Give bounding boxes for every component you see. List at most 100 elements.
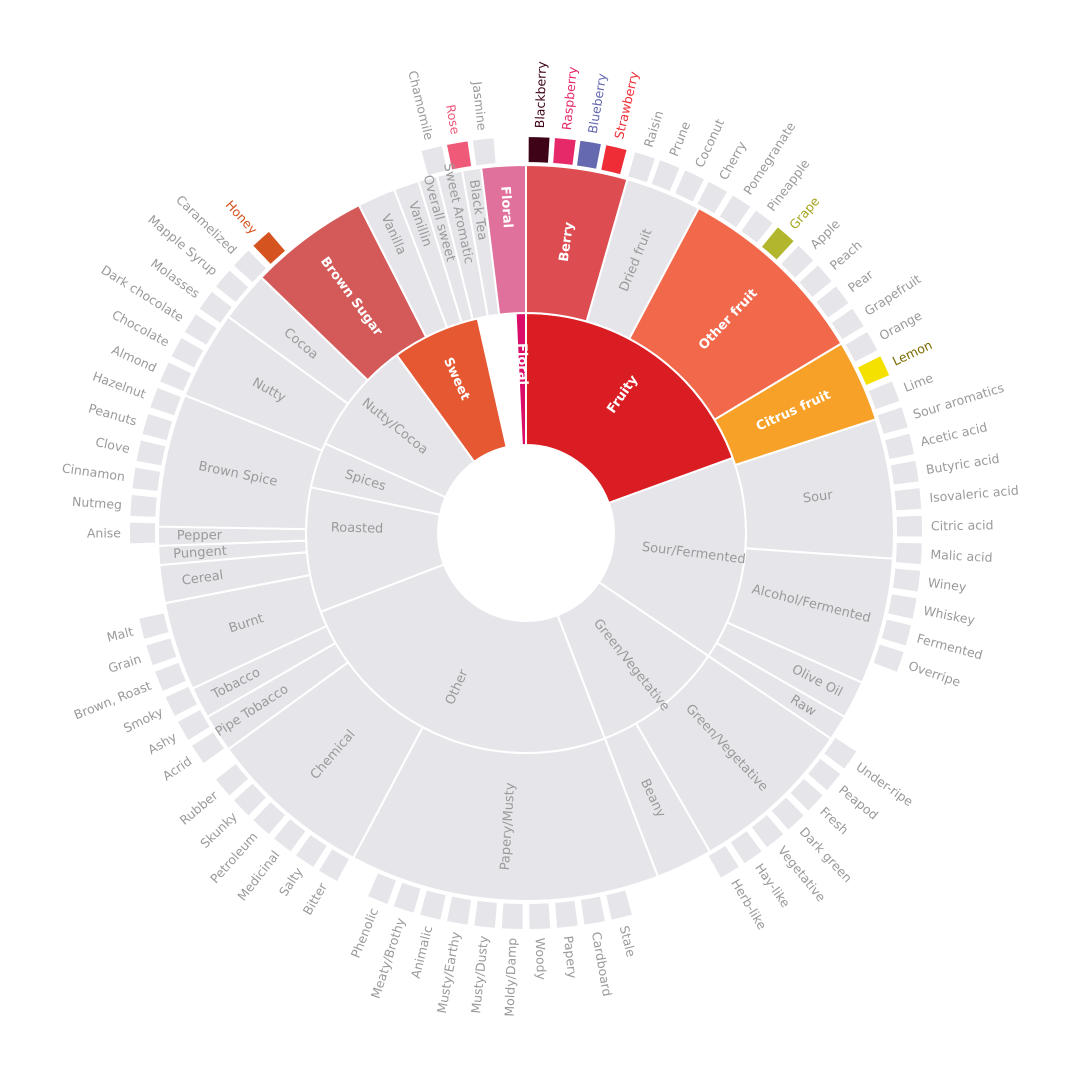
- raisin-tile[interactable]: [625, 149, 658, 185]
- blackberry-flavor-label: Blackberry: [532, 61, 549, 129]
- ashy-tile[interactable]: [175, 707, 213, 743]
- fermented-flavor-label: Fermented: [915, 631, 984, 663]
- mapple-syrup-tile[interactable]: [213, 267, 251, 305]
- grain-flavor-label: Grain: [106, 651, 143, 676]
- animalic-flavor-label: Animalic: [408, 924, 436, 980]
- meaty-brothy-tile[interactable]: [391, 880, 424, 916]
- pear-tile[interactable]: [813, 283, 852, 321]
- citric-acid-tile[interactable]: [894, 513, 924, 539]
- rubber-tile[interactable]: [213, 761, 251, 799]
- acetic-acid-flavor-label: Acetic acid: [919, 419, 989, 449]
- peach-tile[interactable]: [796, 262, 835, 300]
- acetic-acid-tile[interactable]: [882, 431, 917, 462]
- prune-tile[interactable]: [649, 157, 683, 194]
- papery-tile[interactable]: [552, 898, 580, 930]
- apple-flavor-label: Apple: [807, 216, 843, 252]
- pomegranate-tile[interactable]: [717, 192, 754, 231]
- acrid-tile[interactable]: [189, 729, 227, 766]
- phenolic-tile[interactable]: [365, 870, 399, 907]
- acrid-flavor-label: Acrid: [160, 753, 195, 783]
- sour-aromatics-tile[interactable]: [875, 404, 911, 437]
- clove-tile[interactable]: [134, 438, 168, 468]
- dark-green-tile[interactable]: [769, 794, 807, 833]
- stale-flavor-label: Stale: [617, 924, 639, 959]
- fermented-tile[interactable]: [879, 617, 914, 648]
- malic-acid-tile[interactable]: [893, 540, 924, 567]
- brown-roast-tile[interactable]: [152, 660, 189, 694]
- rose-flavor-label: Rose: [443, 103, 463, 135]
- blueberry-flavor-label: Blueberry: [585, 72, 610, 135]
- coconut-tile[interactable]: [672, 167, 707, 205]
- smoky-tile[interactable]: [162, 684, 200, 719]
- blueberry-tile[interactable]: [574, 138, 604, 172]
- peapod-tile[interactable]: [805, 756, 843, 794]
- floral-subsegment[interactable]: [480, 163, 527, 316]
- rose-tile[interactable]: [444, 139, 474, 172]
- citric-acid-flavor-label: Citric acid: [931, 517, 994, 533]
- winey-tile[interactable]: [890, 566, 923, 594]
- jasmine-tile[interactable]: [470, 136, 498, 168]
- under-ripe-tile[interactable]: [821, 735, 860, 772]
- grape-tile[interactable]: [759, 224, 797, 263]
- overripe-tile[interactable]: [870, 642, 907, 675]
- coconut-flavor-label: Coconut: [692, 117, 728, 170]
- isovaleric-acid-flavor-label: Isovaleric acid: [929, 482, 1019, 505]
- isovaleric-acid-tile[interactable]: [892, 485, 924, 513]
- raspberry-flavor-label: Raspberry: [559, 65, 580, 130]
- hazelnut-tile[interactable]: [147, 385, 184, 418]
- blackberry-tile[interactable]: [526, 134, 552, 165]
- woody-flavor-label: Woody: [533, 937, 549, 980]
- strawberry-tile[interactable]: [598, 142, 629, 177]
- honey-tile[interactable]: [250, 229, 288, 267]
- fresh-tile[interactable]: [787, 776, 826, 814]
- orange-tile[interactable]: [842, 329, 880, 365]
- butyric-acid-tile[interactable]: [888, 458, 921, 487]
- molasses-tile[interactable]: [196, 289, 235, 326]
- petroleum-tile[interactable]: [250, 799, 288, 837]
- almond-tile[interactable]: [157, 359, 194, 394]
- nutmeg-tile[interactable]: [128, 492, 159, 519]
- musty-dusty-tile[interactable]: [472, 898, 500, 930]
- cinnamon-flavor-label: Cinnamon: [61, 460, 126, 484]
- vegetative-tile[interactable]: [749, 812, 787, 850]
- phenolic-flavor-label: Phenolic: [348, 906, 382, 960]
- anise-tile[interactable]: [128, 520, 158, 546]
- lime-flavor-label: Lime: [901, 370, 935, 395]
- malt-tile[interactable]: [136, 610, 171, 642]
- lemon-tile[interactable]: [855, 353, 892, 388]
- moldy-damp-tile[interactable]: [499, 901, 525, 931]
- grain-tile[interactable]: [143, 635, 179, 668]
- woody-tile[interactable]: [527, 901, 553, 931]
- rubber-flavor-label: Rubber: [177, 787, 222, 828]
- floral-label: Floral: [514, 343, 530, 385]
- chocolate-tile[interactable]: [168, 335, 206, 371]
- stale-tile[interactable]: [603, 888, 635, 923]
- malic-acid-flavor-label: Malic acid: [930, 547, 993, 565]
- cinnamon-tile[interactable]: [130, 465, 163, 494]
- grape-flavor-label: Grape: [786, 193, 823, 232]
- musty-earthy-tile[interactable]: [444, 894, 474, 927]
- pineapple-tile[interactable]: [738, 207, 776, 246]
- salty-tile[interactable]: [293, 832, 330, 870]
- grapefruit-tile[interactable]: [828, 305, 867, 342]
- animalic-tile[interactable]: [417, 888, 449, 923]
- cardboard-tile[interactable]: [578, 894, 608, 927]
- skunky-tile[interactable]: [231, 780, 269, 819]
- apple-tile[interactable]: [778, 242, 817, 281]
- caramelized-tile[interactable]: [231, 247, 269, 286]
- herb-like-tile[interactable]: [705, 843, 742, 881]
- peanuts-flavor-label: Peanuts: [87, 400, 139, 428]
- lime-tile[interactable]: [866, 378, 902, 412]
- strawberry-flavor-label: Strawberry: [611, 69, 641, 140]
- cereal-sublabel: Cereal: [181, 568, 224, 589]
- bitter-tile[interactable]: [316, 846, 352, 884]
- cherry-tile[interactable]: [694, 179, 730, 217]
- medicinal-tile[interactable]: [271, 816, 309, 855]
- whiskey-tile[interactable]: [885, 591, 919, 622]
- raspberry-tile[interactable]: [551, 135, 578, 168]
- chamomile-tile[interactable]: [419, 143, 450, 178]
- dark-chocolate-tile[interactable]: [182, 311, 220, 348]
- hay-like-tile[interactable]: [728, 828, 765, 867]
- peanuts-tile[interactable]: [140, 411, 175, 443]
